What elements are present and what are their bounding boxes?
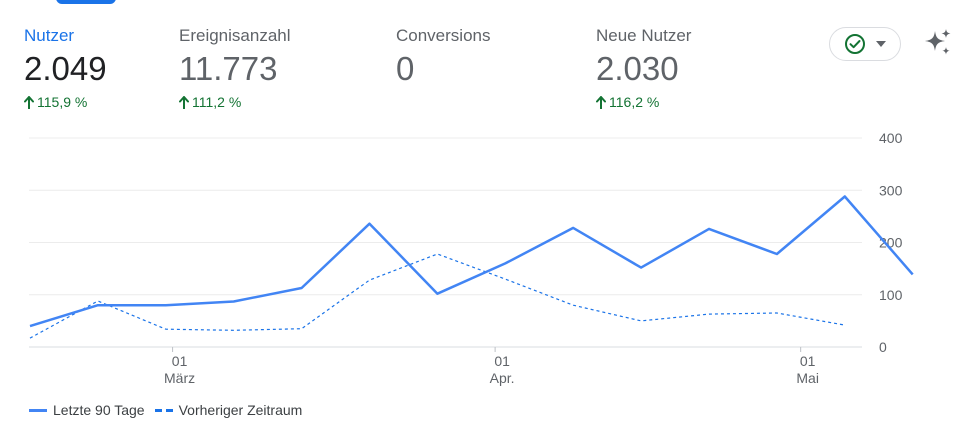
metric-label: Nutzer <box>24 26 75 45</box>
x-tick-day: 01 <box>494 353 510 369</box>
metric-change-value: 111,2 % <box>192 94 242 110</box>
metric-value: 2.049 <box>24 50 107 87</box>
metric-change: 111,2 % <box>179 94 291 110</box>
metric-label: Conversions <box>396 26 491 45</box>
metric-card-conversions[interactable]: Conversions 0 <box>396 26 491 88</box>
chart-series <box>29 195 914 339</box>
x-tick-day: 01 <box>800 353 816 369</box>
y-axis-ticks: 0 100 200 300 400 <box>879 130 903 355</box>
x-tick-month: Mai <box>796 370 819 386</box>
caret-down-icon <box>876 41 886 47</box>
sparkle-icon[interactable] <box>922 27 954 59</box>
status-dropdown[interactable] <box>829 27 901 61</box>
legend-label-current: Letzte 90 Tage <box>53 402 145 418</box>
chart-legend: Letzte 90 Tage Vorheriger Zeitraum <box>29 402 312 418</box>
arrow-up-icon <box>24 95 34 109</box>
metric-change: 116,2 % <box>596 94 691 110</box>
metric-value: 11.773 <box>179 50 278 87</box>
metric-value: 0 <box>396 50 415 87</box>
y-tick-label: 200 <box>879 235 903 251</box>
x-tick-day: 01 <box>172 353 188 369</box>
series-line-current <box>29 195 914 328</box>
y-tick-label: 400 <box>879 130 903 146</box>
y-tick-label: 0 <box>879 339 887 355</box>
metric-card-ereignisanzahl[interactable]: Ereignisanzahl 11.773 111,2 % <box>179 26 291 110</box>
legend-swatch-dashed <box>154 408 173 412</box>
metric-card-nutzer[interactable]: Nutzer 2.049 115,9 % <box>24 26 107 110</box>
check-circle-icon <box>845 34 865 54</box>
metric-card-neue-nutzer[interactable]: Neue Nutzer 2.030 116,2 % <box>596 26 691 110</box>
legend-label-previous: Vorheriger Zeitraum <box>178 402 303 418</box>
metric-label: Ereignisanzahl <box>179 26 291 45</box>
arrow-up-icon <box>179 95 189 109</box>
x-tick-month: Apr. <box>490 370 515 386</box>
legend-swatch-solid <box>29 408 47 412</box>
y-tick-label: 100 <box>879 287 903 303</box>
metric-label: Neue Nutzer <box>596 26 692 45</box>
metric-change-value: 116,2 % <box>609 94 660 110</box>
series-line-previous <box>29 253 845 339</box>
metric-change-value: 115,9 % <box>37 94 88 110</box>
legend-item-previous[interactable]: Vorheriger Zeitraum <box>154 402 303 418</box>
x-tick-month: März <box>164 370 195 386</box>
arrow-up-icon <box>596 95 606 109</box>
legend-item-current[interactable]: Letzte 90 Tage <box>29 402 145 418</box>
y-tick-label: 300 <box>879 182 903 198</box>
top-button-stub[interactable] <box>56 0 116 4</box>
metric-change: 115,9 % <box>24 94 107 110</box>
metric-value: 2.030 <box>596 50 679 87</box>
chart-gridlines <box>29 137 862 348</box>
